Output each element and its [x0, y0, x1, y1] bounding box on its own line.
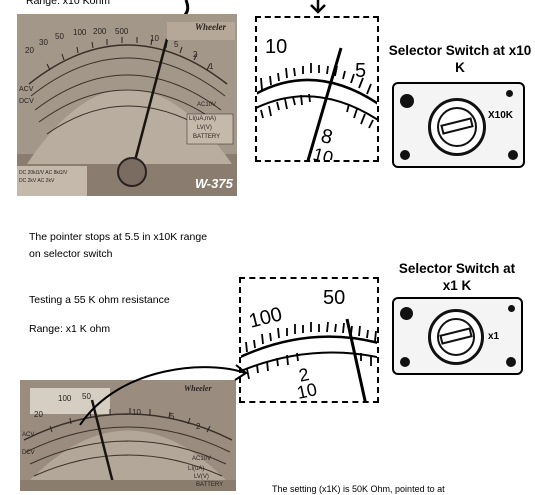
meter-scale-num: 1: [209, 62, 214, 71]
meter-brand-bottom: Wheeler: [184, 384, 212, 393]
zoom-scale-number: 10: [295, 379, 319, 403]
selector-knob-top[interactable]: [428, 98, 486, 156]
meter-scale-num: 500: [115, 27, 129, 36]
meter-spec-text: DC 2kV AC 2kV: [19, 178, 55, 184]
footer-caption: The setting (x1K) is 50K Ohm, pointed to…: [272, 484, 445, 494]
selector-switch-top: X10K: [392, 82, 525, 168]
top-range-caption: Range: x10 Kohm: [26, 0, 111, 7]
meter-scale-num: 10: [132, 408, 141, 417]
meter-scale-num: 50: [55, 32, 64, 41]
meter-label: DCV: [22, 450, 35, 456]
meter-scale-num: 200: [93, 27, 107, 36]
zoom-scale-bottom: [241, 318, 377, 401]
zoom-scale-number: 50: [323, 287, 346, 309]
meter-scale-num: 10: [150, 34, 159, 43]
screw-hole-icon: [508, 150, 518, 160]
pointer-result-caption: The pointer stops at 5.5 in x10K range o…: [29, 231, 208, 260]
zoom-box-bottom: 100 50 2 10: [239, 277, 379, 403]
screw-hole-icon: [400, 357, 410, 367]
zoom-scale-top: [257, 47, 377, 160]
meter-scale-num: 100: [73, 28, 87, 37]
meter-label: ACV: [19, 86, 34, 93]
meter-scale-num: 2: [193, 50, 198, 59]
screw-hole-icon: [506, 90, 513, 97]
down-arrow-icon: [310, 0, 326, 14]
meter-scale-num: 30: [39, 38, 48, 47]
meter-label: BATTERY: [193, 134, 221, 140]
multimeter-photo-top: Wheeler 20 30 50 100 200 500 10 5 2 1 AC…: [17, 14, 237, 196]
screw-hole-icon: [506, 357, 516, 367]
meter-scale-num: 50: [82, 392, 91, 401]
meter-scale-num: 20: [25, 46, 34, 55]
meter-label: BATTERY: [196, 482, 224, 488]
switch-title-top: Selector Switch at x10 K: [388, 43, 532, 75]
screw-hole-icon: [400, 94, 414, 108]
multimeter-photo-bottom: Wheeler 100 50 20 10 5 2 ACV DCV AC10V L…: [20, 380, 236, 491]
zoom-scale-number: 5: [355, 60, 367, 82]
meter-scale-num: 100: [58, 394, 72, 403]
meter-label: LI(uA): [188, 466, 205, 472]
meter-label: LV(V): [197, 125, 212, 131]
screw-hole-icon: [400, 307, 413, 320]
screw-hole-icon: [508, 305, 515, 312]
meter-brand-top: Wheeler: [195, 22, 226, 32]
meter-model: W-375: [195, 176, 233, 191]
meter-label: LV(V): [194, 474, 209, 480]
meter-label: AC10V: [197, 102, 217, 108]
zoom-scale-number: 10: [265, 36, 288, 58]
selector-switch-bottom: x1: [392, 297, 523, 375]
selector-knob-bottom[interactable]: [428, 309, 484, 365]
meter-scale-num: 2: [196, 422, 201, 431]
knob-inner-ring: [437, 318, 475, 356]
zoom-box-top: 10 5 8 10: [255, 16, 379, 162]
meter-label: DCV: [19, 98, 34, 105]
meter-face-top: [17, 14, 237, 196]
meter-scale-num: 5: [170, 412, 175, 421]
knob-inner-ring: [437, 107, 477, 147]
screw-hole-icon: [400, 150, 410, 160]
curved-arrow-icon: [79, 364, 248, 426]
range-caption-middle: Range: x1 K ohm: [29, 323, 111, 335]
meter-scale-num: 20: [34, 410, 43, 419]
switch-position-label-top: X10K: [488, 110, 514, 121]
meter-label: ACV: [22, 432, 35, 438]
test-description: Testing a 55 K ohm resistance: [29, 294, 170, 306]
meter-label: LI(uA,mA): [189, 116, 217, 122]
meter-spec-text: DC 20kΩ/V AC 8kΩ/V: [19, 170, 68, 176]
meter-label: AC10V: [192, 456, 212, 462]
switch-position-label-bottom: x1: [488, 331, 500, 342]
meter-face-bottom: [20, 380, 236, 491]
meter-scale-num: 5: [174, 40, 179, 49]
switch-title-bottom: Selector Switch at x1 K: [398, 261, 516, 293]
